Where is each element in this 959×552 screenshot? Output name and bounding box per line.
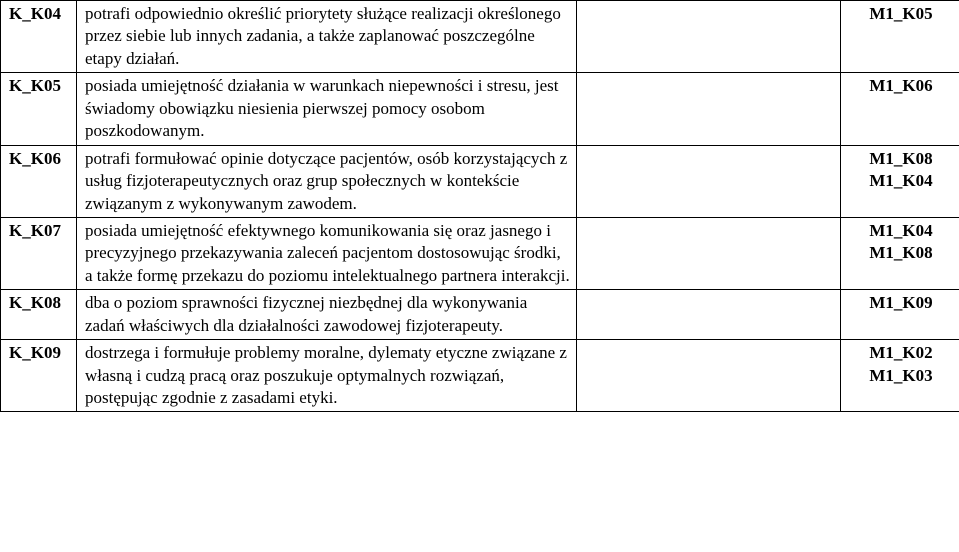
row-outcomes: M1_K08 M1_K04 (841, 145, 959, 217)
outcome-code: M1_K04 (849, 170, 953, 192)
row-description: posiada umiejętność efektywnego komuniko… (77, 217, 577, 289)
row-code: K_K08 (1, 290, 77, 340)
row-outcomes: M1_K09 (841, 290, 959, 340)
outcome-code: M1_K08 (849, 242, 953, 264)
row-empty (577, 145, 841, 217)
outcome-code: M1_K09 (849, 292, 953, 314)
row-outcomes: M1_K04 M1_K08 (841, 217, 959, 289)
row-code: K_K09 (1, 340, 77, 412)
row-description: potrafi odpowiednio określić priorytety … (77, 1, 577, 73)
outcome-code: M1_K08 (849, 148, 953, 170)
row-description: potrafi formułować opinie dotyczące pacj… (77, 145, 577, 217)
row-code: K_K05 (1, 73, 77, 145)
row-empty (577, 290, 841, 340)
table-row: K_K08 dba o poziom sprawności fizycznej … (1, 290, 959, 340)
outcome-code: M1_K05 (849, 3, 953, 25)
row-code: K_K06 (1, 145, 77, 217)
row-code: K_K07 (1, 217, 77, 289)
table-row: K_K05 posiada umiejętność działania w wa… (1, 73, 959, 145)
outcome-code: M1_K04 (849, 220, 953, 242)
row-outcomes: M1_K02 M1_K03 (841, 340, 959, 412)
row-outcomes: M1_K05 (841, 1, 959, 73)
table-row: K_K07 posiada umiejętność efektywnego ko… (1, 217, 959, 289)
row-empty (577, 217, 841, 289)
table-row: K_K06 potrafi formułować opinie dotycząc… (1, 145, 959, 217)
outcome-code: M1_K03 (849, 365, 953, 387)
row-description: dostrzega i formułuje problemy moralne, … (77, 340, 577, 412)
outcome-code: M1_K02 (849, 342, 953, 364)
row-description: posiada umiejętność działania w warunkac… (77, 73, 577, 145)
outcomes-tbody: K_K04 potrafi odpowiednio określić prior… (1, 1, 959, 412)
outcomes-table: K_K04 potrafi odpowiednio określić prior… (0, 0, 959, 412)
outcome-code: M1_K06 (849, 75, 953, 97)
row-empty (577, 73, 841, 145)
row-empty (577, 1, 841, 73)
table-row: K_K04 potrafi odpowiednio określić prior… (1, 1, 959, 73)
table-row: K_K09 dostrzega i formułuje problemy mor… (1, 340, 959, 412)
row-empty (577, 340, 841, 412)
row-description: dba o poziom sprawności fizycznej niezbę… (77, 290, 577, 340)
row-code: K_K04 (1, 1, 77, 73)
row-outcomes: M1_K06 (841, 73, 959, 145)
